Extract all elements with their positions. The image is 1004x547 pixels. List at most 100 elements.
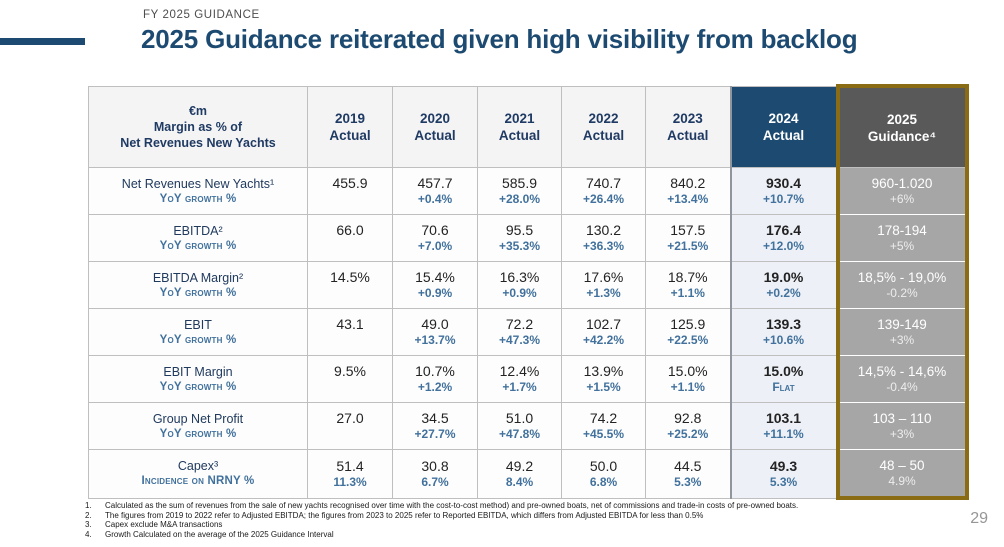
cell-value: 49.3 [769,457,798,474]
cell-growth-value: +13.4% [667,192,709,206]
row-label-cell: EBITDA² YoY growth % [88,214,308,262]
cell-growth-value [310,380,390,395]
column-header-year: 2024 [768,110,799,126]
table-cell: 15.0% +1.1% [645,355,731,403]
table-cell: 960-1.020 +6% [835,167,969,215]
cell-value: 125.9 [670,316,706,332]
table-cell: 48 – 50 4.9% [835,449,969,500]
cell-growth-value: +6% [889,192,915,206]
cell-value: 176.4 [765,222,802,238]
cell-growth-value: +13.7% [414,333,456,347]
table-row: EBIT YoY growth % 43.1 49.0 +13.7% 72.2 +47.3… [88,308,969,356]
cell-growth-value: -0.4% [886,380,918,394]
table-cell: 930.4 +10.7% [729,167,838,215]
cell-value: 51.4 [336,457,364,474]
table-cell: 12.4% +1.7% [477,355,562,403]
table-cell: 95.5 +35.3% [477,214,562,262]
footnote-text: Capex exclude M&A transactions [105,520,223,530]
row-label-cell: Net Revenues New Yachts¹ YoY growth % [88,167,308,215]
cell-growth-value: 8.4% [505,474,534,489]
footnote-text: Growth Calculated on the average of the … [105,529,334,539]
cell-value: 103.1 [765,410,802,426]
cell-growth-value: +36.3% [582,239,625,253]
table-header: €m Margin as % of Net Revenues New Yachts 2… [88,84,969,168]
table-row: Group Net Profit YoY growth % 27.0 34.5 +27… [88,402,969,450]
section-eyebrow: FY 2025 GUIDANCE [143,9,260,21]
table-row: EBIT Margin YoY growth % 9.5% 10.7% +1.2% 12… [88,355,969,403]
footnotes: 1. Calculated as the sum of revenues from… [85,501,975,539]
footnote-3: 3. Capex exclude M&A transactions [85,520,975,530]
cell-growth-value: +47.8% [498,427,541,441]
table-cell: 130.2 +36.3% [561,214,646,262]
cell-value: 12.4% [499,363,540,379]
cell-growth-value: +27.7% [414,427,456,441]
cell-value: 16.3% [499,269,540,285]
cell-growth-value: 5.3% [674,474,702,489]
column-header-sublabel: Guidance⁴ [867,128,937,144]
table-cell: 139.3 +10.6% [729,308,838,356]
row-sublabel: YoY growth % [159,286,237,299]
table-cell: 15.0% Flat [729,355,838,403]
table-cell: 43.1 [307,308,393,356]
cell-growth-value: +45.5% [582,427,625,441]
cell-value: 13.9% [583,363,624,379]
cell-growth-value: +21.5% [667,239,709,253]
column-header-2025: 2025 Guidance⁴ [835,84,969,168]
footnote-1: 1. Calculated as the sum of revenues from… [85,501,975,511]
row-label-cell: Capex³ Incidence on NRNY % [88,449,308,499]
cell-growth-value: 6.7% [421,474,449,489]
metrics-column-header-line-1: €m [188,103,208,118]
table-cell: 178-194 +5% [835,214,969,262]
cell-value: 15.0% [763,363,804,379]
table-cell: 125.9 +22.5% [645,308,731,356]
column-header-year: 2023 [672,110,703,126]
column-header-2021: 2021 Actual [477,85,562,168]
table-cell: 27.0 [307,402,393,450]
table-row: EBITDA² YoY growth % 66.0 70.6 +7.0% 95.5 +35… [88,214,969,262]
table-cell: 18.7% +1.1% [645,261,731,309]
cell-value: 72.2 [505,316,534,332]
row-label-cell: EBIT YoY growth % [88,308,308,356]
cell-growth-value: +26.4% [582,192,625,206]
cell-value: 9.5% [334,363,366,379]
column-header-2020: 2020 Actual [392,85,478,168]
table-cell: 457.7 +0.4% [392,167,478,215]
row-label: EBITDA Margin² [152,270,244,285]
cell-growth-value: +0.9% [417,286,453,300]
table-cell: 44.5 5.3% [645,449,731,499]
table-cell: 15.4% +0.9% [392,261,478,309]
row-label: Capex³ [177,459,219,474]
cell-value: 44.5 [674,457,702,474]
table-row: Net Revenues New Yachts¹ YoY growth % 455.… [88,167,969,215]
cell-growth-value: -0.2% [886,286,918,300]
table-cell: 16.3% +0.9% [477,261,562,309]
cell-growth-value: 11.3% [333,474,367,489]
cell-growth-value: +3% [889,333,915,347]
table-cell: 49.3 5.3% [729,449,838,499]
table-cell: 50.0 6.8% [561,449,646,499]
table-row: EBITDA Margin² YoY growth % 14.5% 15.4% +0.… [88,261,969,309]
table-cell: 740.7 +26.4% [561,167,646,215]
cell-growth-value: +11.1% [763,427,804,441]
cell-growth-value: +5% [889,239,915,253]
cell-growth-value: +1.3% [586,286,621,300]
cell-value: 10.7% [415,363,455,379]
cell-growth-value: +0.4% [417,192,453,206]
cell-value: 14.5% [330,269,370,285]
cell-value: 139.3 [765,316,802,332]
footnote-number: 1. [85,501,92,510]
cell-value: 17.6% [583,269,624,285]
table-cell: 14,5% - 14,6% -0.4% [835,355,969,403]
footnote-text: The figures from 2019 to 2022 refer to A… [105,510,704,520]
cell-value: 66.0 [336,222,364,238]
cell-growth-value: +10.7% [762,192,805,206]
table-cell: 17.6% +1.3% [561,261,646,309]
table-cell: 13.9% +1.5% [561,355,646,403]
cell-value: 34.5 [421,410,449,426]
table-cell: 72.2 +47.3% [477,308,562,356]
table-cell: 176.4 +12.0% [729,214,838,262]
table-cell: 51.0 +47.8% [477,402,562,450]
footnote-number: 2. [85,510,92,520]
row-label: EBITDA² [173,223,223,238]
